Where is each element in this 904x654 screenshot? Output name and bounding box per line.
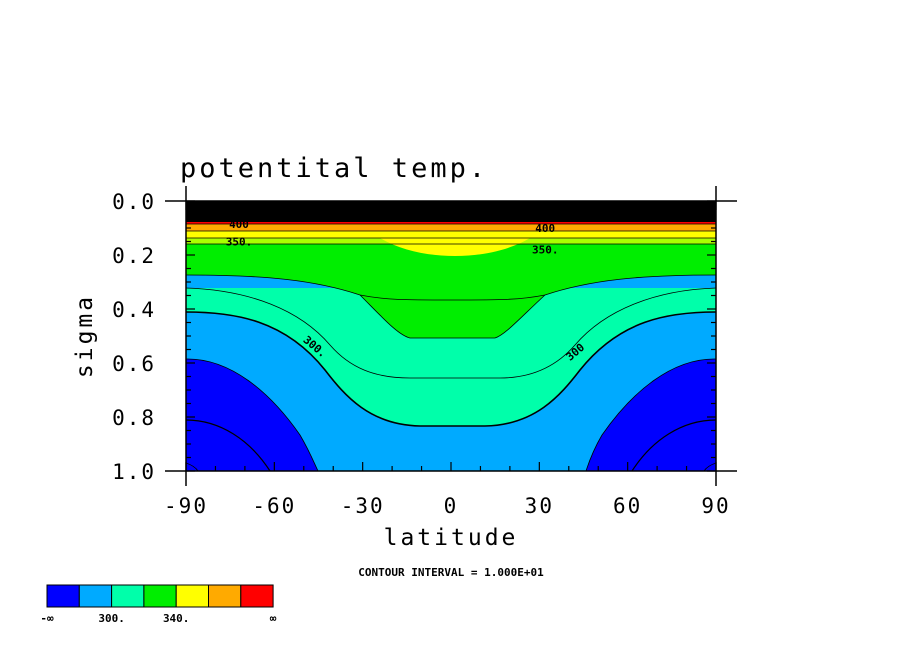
y-axis-label: sigma <box>72 294 98 378</box>
x-tick-label: -30 <box>341 494 385 518</box>
contour-280-north <box>631 419 716 471</box>
fill-band-310-330 <box>186 288 716 426</box>
y-tick-label: 0.0 <box>112 190 156 214</box>
fill-band-370-390 <box>186 224 716 231</box>
y-tick-label: 0.6 <box>112 352 156 376</box>
x-tick-label: -90 <box>164 494 208 518</box>
colorbar-label: -∞ <box>40 612 54 625</box>
contour-290-north <box>585 358 716 471</box>
colorbar-swatch <box>78 584 113 608</box>
fill-band-350-370 <box>186 231 716 238</box>
contour-330 <box>359 294 546 339</box>
contour-310 <box>186 287 716 379</box>
x-tick-label: 90 <box>701 494 730 518</box>
y-tick-label: 1.0 <box>112 460 156 484</box>
colorbar-swatch <box>46 584 80 608</box>
contour-270-south <box>186 462 199 471</box>
colorbar-swatch <box>143 584 177 608</box>
chart-title: potentital temp. <box>180 153 488 184</box>
fill-top-layers <box>186 201 716 222</box>
contour-280-south <box>186 419 271 471</box>
x-tick-label: 60 <box>613 494 642 518</box>
contour-fills <box>186 201 716 471</box>
contour-290-south <box>186 358 319 471</box>
fill-yellow-tropics <box>380 238 530 256</box>
contour-interval-note: CONTOUR INTERVAL = 1.000E+01 <box>358 566 544 579</box>
contour-300 <box>186 311 716 427</box>
colorbar-swatch <box>175 584 209 608</box>
contour-270-north <box>703 462 716 471</box>
colorbar-swatch <box>111 584 145 608</box>
fill-band-330-350-tropics <box>360 295 545 338</box>
x-tick-label: 0 <box>444 494 459 518</box>
x-axis-label: latitude <box>384 525 519 551</box>
fill-cold-south <box>186 358 318 471</box>
colorbar-swatch <box>240 584 274 608</box>
y-tick-label: 0.8 <box>112 406 156 430</box>
contour-label: 400 <box>535 222 555 235</box>
colorbar-labels: -∞ 300. 340. ∞ <box>40 612 276 625</box>
y-tick-label: 0.2 <box>112 244 156 268</box>
colorbar <box>46 584 274 608</box>
axis-tick-labels: -90 -60 -30 0 30 60 90 0.0 0.2 0.4 0.6 0.8 1.0 <box>112 190 730 518</box>
colorbar-swatch <box>208 584 242 608</box>
y-tick-label: 0.4 <box>112 298 156 322</box>
x-tick-label: -60 <box>252 494 296 518</box>
colorbar-label: ∞ <box>270 612 277 625</box>
fill-band-330-350-upper <box>186 260 716 300</box>
fill-cold-north <box>586 358 716 471</box>
contour-label: 400 <box>229 218 249 231</box>
axis-ticks <box>185 200 717 472</box>
contour-lines <box>186 215 716 471</box>
x-tick-label: 30 <box>525 494 554 518</box>
contour-label: 350. <box>226 236 253 249</box>
contour-320 <box>186 274 716 301</box>
contour-label: 350. <box>532 244 559 257</box>
colorbar-label: 300. <box>98 612 125 625</box>
colorbar-label: 340. <box>163 612 190 625</box>
